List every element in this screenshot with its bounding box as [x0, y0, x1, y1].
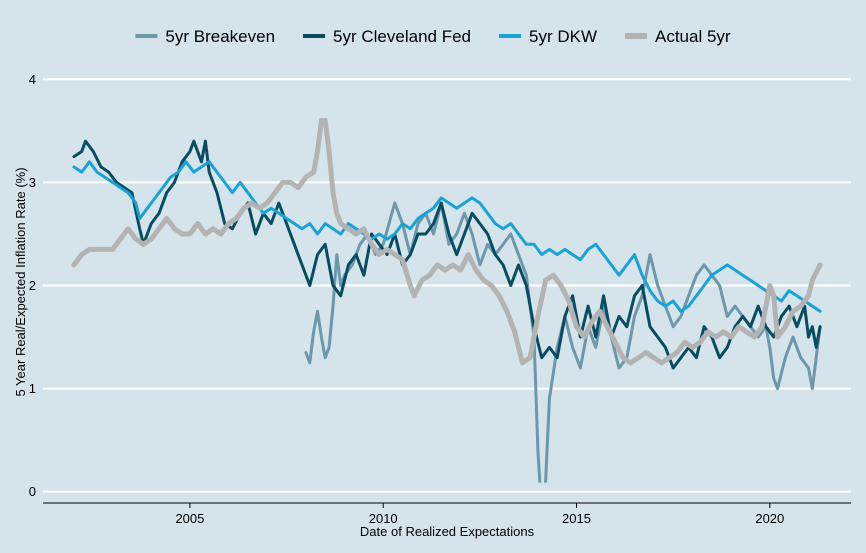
- series-lines: [71, 118, 823, 483]
- legend: 5yr Breakeven 5yr Cleveland Fed 5yr DKW Act…: [135, 27, 731, 46]
- y-tick-label: 1: [29, 381, 36, 396]
- x-tick-label: 2015: [562, 511, 591, 526]
- legend-label-5yr-cleveland-fed: 5yr Cleveland Fed: [333, 27, 471, 46]
- y-axis-title: 5 Year Real/Expected Inflation Rate (%): [13, 167, 28, 396]
- legend-label-5yr-breakeven: 5yr Breakeven: [165, 27, 275, 46]
- series-line-actual-5yr: [71, 118, 823, 366]
- x-axis-ticks: 2005 2010 2015 2020: [175, 503, 784, 526]
- gridlines: [43, 78, 851, 493]
- y-tick-label: 3: [29, 175, 36, 190]
- y-tick-label: 2: [29, 278, 36, 293]
- series-line-5yr-breakeven: [544, 253, 822, 483]
- legend-label-actual-5yr: Actual 5yr: [655, 27, 731, 46]
- x-tick-label: 2005: [175, 511, 204, 526]
- series-line-5yr-breakeven: [304, 201, 542, 483]
- x-tick-label: 2020: [755, 511, 784, 526]
- x-tick-label: 2010: [369, 511, 398, 526]
- x-axis-title: Date of Realized Expectations: [360, 524, 535, 539]
- y-axis-ticks: 0 1 2 3 4: [29, 72, 36, 499]
- y-tick-label: 0: [29, 484, 36, 499]
- y-tick-label: 4: [29, 72, 36, 87]
- legend-label-5yr-dkw: 5yr DKW: [529, 27, 597, 46]
- series-line-5yr-dkw: [72, 160, 822, 313]
- series-line-5yr-cleveland-fed: [72, 139, 822, 370]
